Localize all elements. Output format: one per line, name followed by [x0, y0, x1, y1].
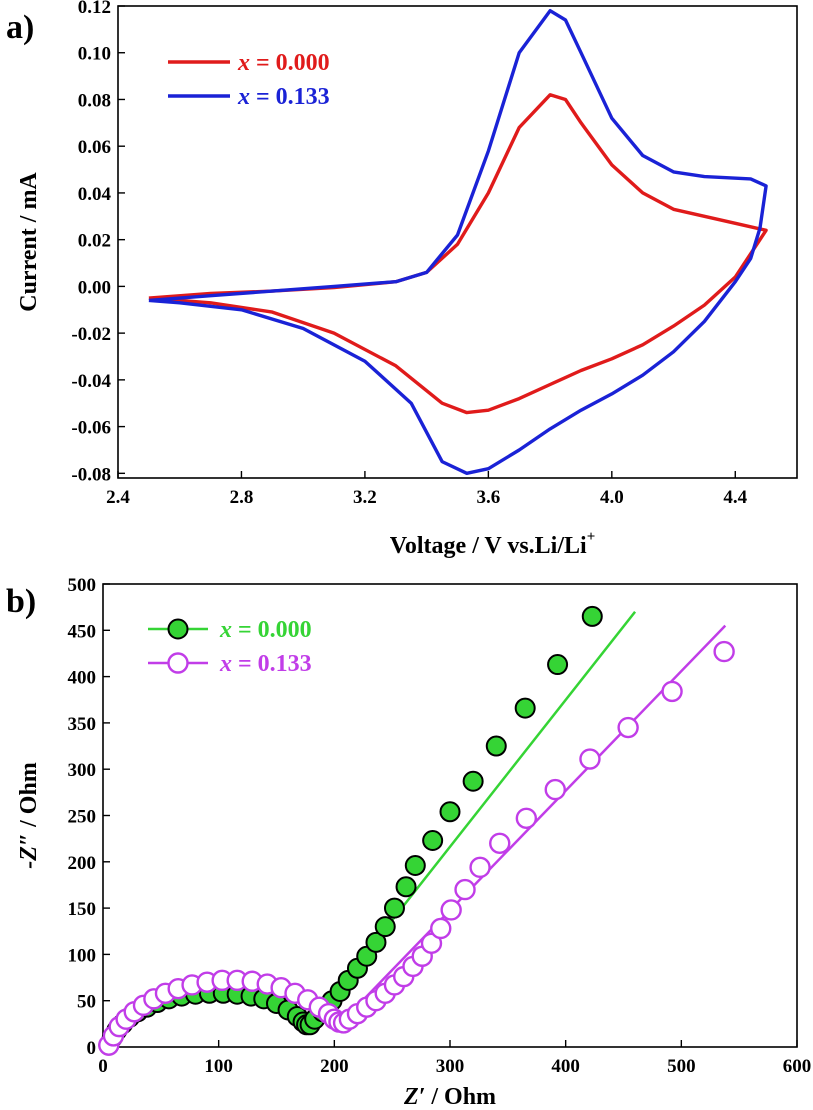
legend-label: x = 0.133: [219, 651, 312, 677]
data-point: [469, 856, 491, 879]
data-point: [395, 876, 417, 898]
x-tick-label: 100: [204, 1056, 233, 1077]
data-point: [489, 832, 511, 854]
x-axis-title-superscript: +: [587, 529, 596, 545]
y-tick-label: 350: [68, 714, 97, 735]
y-tick-label: -0.04: [71, 371, 111, 392]
data-point: [515, 807, 538, 829]
data-point: [661, 680, 683, 703]
x-tick-label: 400: [551, 1056, 580, 1077]
series-2: [148, 9, 768, 475]
series-line: [148, 93, 768, 415]
x-tick-label: 3.2: [353, 487, 377, 508]
data-point: [485, 735, 507, 757]
y-tick-label: 400: [68, 668, 97, 689]
x-tick-label: 3.6: [476, 487, 500, 508]
data-point: [462, 770, 484, 792]
y-axis-title-italic: -Z″: [16, 833, 42, 869]
data-point: [383, 897, 405, 919]
series-line: [148, 9, 768, 475]
x-tick-label: 600: [783, 1056, 812, 1077]
data-point: [365, 931, 387, 953]
x-tick-label: 200: [320, 1056, 349, 1077]
y-tick-label: 0.02: [78, 231, 111, 252]
x-tick-label: 300: [436, 1056, 465, 1077]
data-point: [422, 830, 444, 852]
x-tick-label: 2.8: [230, 487, 254, 508]
legend-label: x = 0.000: [237, 50, 330, 76]
data-point: [579, 748, 601, 770]
x-axis-title: Z′ / Ohm: [403, 1084, 496, 1110]
data-point: [404, 855, 426, 877]
x-tick-label: 500: [667, 1056, 696, 1077]
legend-label: x = 0.133: [237, 84, 330, 110]
y-tick-label: 100: [68, 945, 97, 966]
data-point: [581, 605, 603, 627]
legend-label-text: = 0.000: [232, 617, 312, 643]
legend-label-italic: x: [219, 617, 232, 643]
y-tick-label: 0.06: [78, 137, 111, 158]
series-2: [98, 624, 735, 1056]
y-axis-title: -Z″ / Ohm: [16, 762, 42, 869]
y-tick-label: 500: [68, 575, 97, 596]
data-point: [547, 654, 569, 676]
data-point: [374, 916, 396, 938]
y-tick-label: 250: [68, 807, 97, 828]
legend-marker: [167, 618, 189, 640]
x-tick-label: 2.4: [106, 487, 130, 508]
data-point: [544, 778, 566, 801]
y-tick-label: 0.10: [78, 44, 111, 65]
data-point: [514, 697, 536, 719]
data-point: [454, 878, 476, 901]
x-axis-title: Voltage / V vs.Li/Li+: [390, 529, 596, 559]
series-1: [148, 93, 768, 415]
legend-label: x = 0.000: [219, 617, 312, 643]
x-axis-title-text: / Ohm: [425, 1084, 496, 1110]
panel-a: a) 2.4 2.8 3.2 3.6 4.0 4.4 -0.08 -0.06 -0.04 -0.02…: [6, 0, 798, 559]
data-point: [430, 917, 452, 940]
y-tick-label: -0.08: [71, 464, 111, 485]
y-tick-label: 0.08: [78, 90, 111, 111]
y-tick-label: 0.00: [78, 277, 111, 298]
y-tick-label: -0.02: [71, 324, 111, 345]
legend-label-text: = 0.133: [232, 651, 312, 677]
legend-label-italic: x: [237, 84, 250, 110]
y-axis-title-text: / Ohm: [16, 762, 42, 833]
legend-label-italic: x: [219, 651, 232, 677]
y-axis-title: Current / mA: [16, 172, 42, 312]
data-point: [439, 801, 461, 823]
x-axis-title-italic: Z′: [403, 1084, 425, 1110]
panel-label: b): [6, 583, 36, 620]
legend-marker: [167, 652, 189, 674]
legend-label-italic: x: [237, 50, 250, 76]
x-tick-label: 4.4: [723, 487, 747, 508]
y-tick-label: 300: [68, 760, 97, 781]
panel-b: b) 0 100 200 300 400 500 600 0 50 100 150 200 250 300 3…: [6, 575, 811, 1110]
data-point: [617, 716, 639, 739]
y-tick-label: -0.06: [71, 418, 111, 439]
legend-label-text: = 0.133: [250, 84, 330, 110]
panel-label: a): [6, 9, 34, 46]
y-tick-label: 0.12: [78, 0, 111, 18]
legend-label-text: = 0.000: [250, 50, 330, 76]
y-tick-label: 0: [87, 1038, 97, 1059]
x-axis-title-text: Voltage / V vs.Li/Li: [390, 533, 587, 559]
x-tick-label: 4.0: [600, 487, 624, 508]
y-tick-label: 50: [77, 992, 96, 1013]
y-tick-label: 0.04: [78, 184, 112, 205]
data-point: [713, 640, 735, 663]
y-tick-label: 150: [68, 899, 97, 920]
y-tick-label: 200: [68, 853, 97, 874]
data-point: [440, 899, 462, 921]
plot-frame: [117, 5, 798, 479]
y-tick-label: 450: [68, 621, 97, 642]
x-tick-label: 0: [98, 1056, 108, 1077]
